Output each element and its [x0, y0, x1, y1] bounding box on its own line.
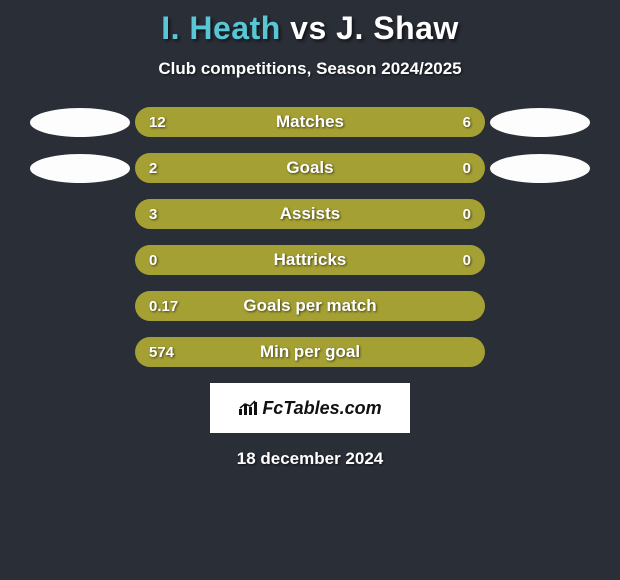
date-text: 18 december 2024	[0, 449, 620, 469]
logo-text: FcTables.com	[238, 398, 381, 419]
stat-row: 574Min per goal	[0, 337, 620, 367]
team-badge-right-slot	[485, 154, 595, 183]
player1-name: I. Heath	[161, 10, 281, 46]
team-badge-left-slot	[25, 108, 135, 137]
player2-name: J. Shaw	[336, 10, 459, 46]
stat-bar: 00Hattricks	[135, 245, 485, 275]
stat-bar: 126Matches	[135, 107, 485, 137]
stat-label: Assists	[135, 204, 485, 224]
stats-icon	[238, 400, 258, 416]
stat-label: Goals	[135, 158, 485, 178]
stat-rows: 126Matches 20Goals 30Assists 00Hattricks 0.1…	[0, 107, 620, 367]
stat-label: Matches	[135, 112, 485, 132]
stat-bar: 0.17Goals per match	[135, 291, 485, 321]
stat-label: Hattricks	[135, 250, 485, 270]
stat-label: Min per goal	[135, 342, 485, 362]
team-badge-right	[490, 108, 590, 137]
stat-row: 20Goals	[0, 153, 620, 183]
team-badge-left	[30, 154, 130, 183]
team-badge-left	[30, 108, 130, 137]
team-badge-left-slot	[25, 154, 135, 183]
comparison-card: I. Heath vs J. Shaw Club competitions, S…	[0, 0, 620, 469]
team-badge-right	[490, 154, 590, 183]
stat-row: 30Assists	[0, 199, 620, 229]
stat-row: 00Hattricks	[0, 245, 620, 275]
logo-box: FcTables.com	[210, 383, 410, 433]
stat-row: 0.17Goals per match	[0, 291, 620, 321]
stat-bar: 30Assists	[135, 199, 485, 229]
logo-label: FcTables.com	[262, 398, 381, 419]
page-title: I. Heath vs J. Shaw	[0, 10, 620, 47]
vs-text: vs	[290, 10, 327, 46]
stat-bar: 20Goals	[135, 153, 485, 183]
stat-bar: 574Min per goal	[135, 337, 485, 367]
stat-label: Goals per match	[135, 296, 485, 316]
stat-row: 126Matches	[0, 107, 620, 137]
team-badge-right-slot	[485, 108, 595, 137]
subtitle: Club competitions, Season 2024/2025	[0, 59, 620, 79]
